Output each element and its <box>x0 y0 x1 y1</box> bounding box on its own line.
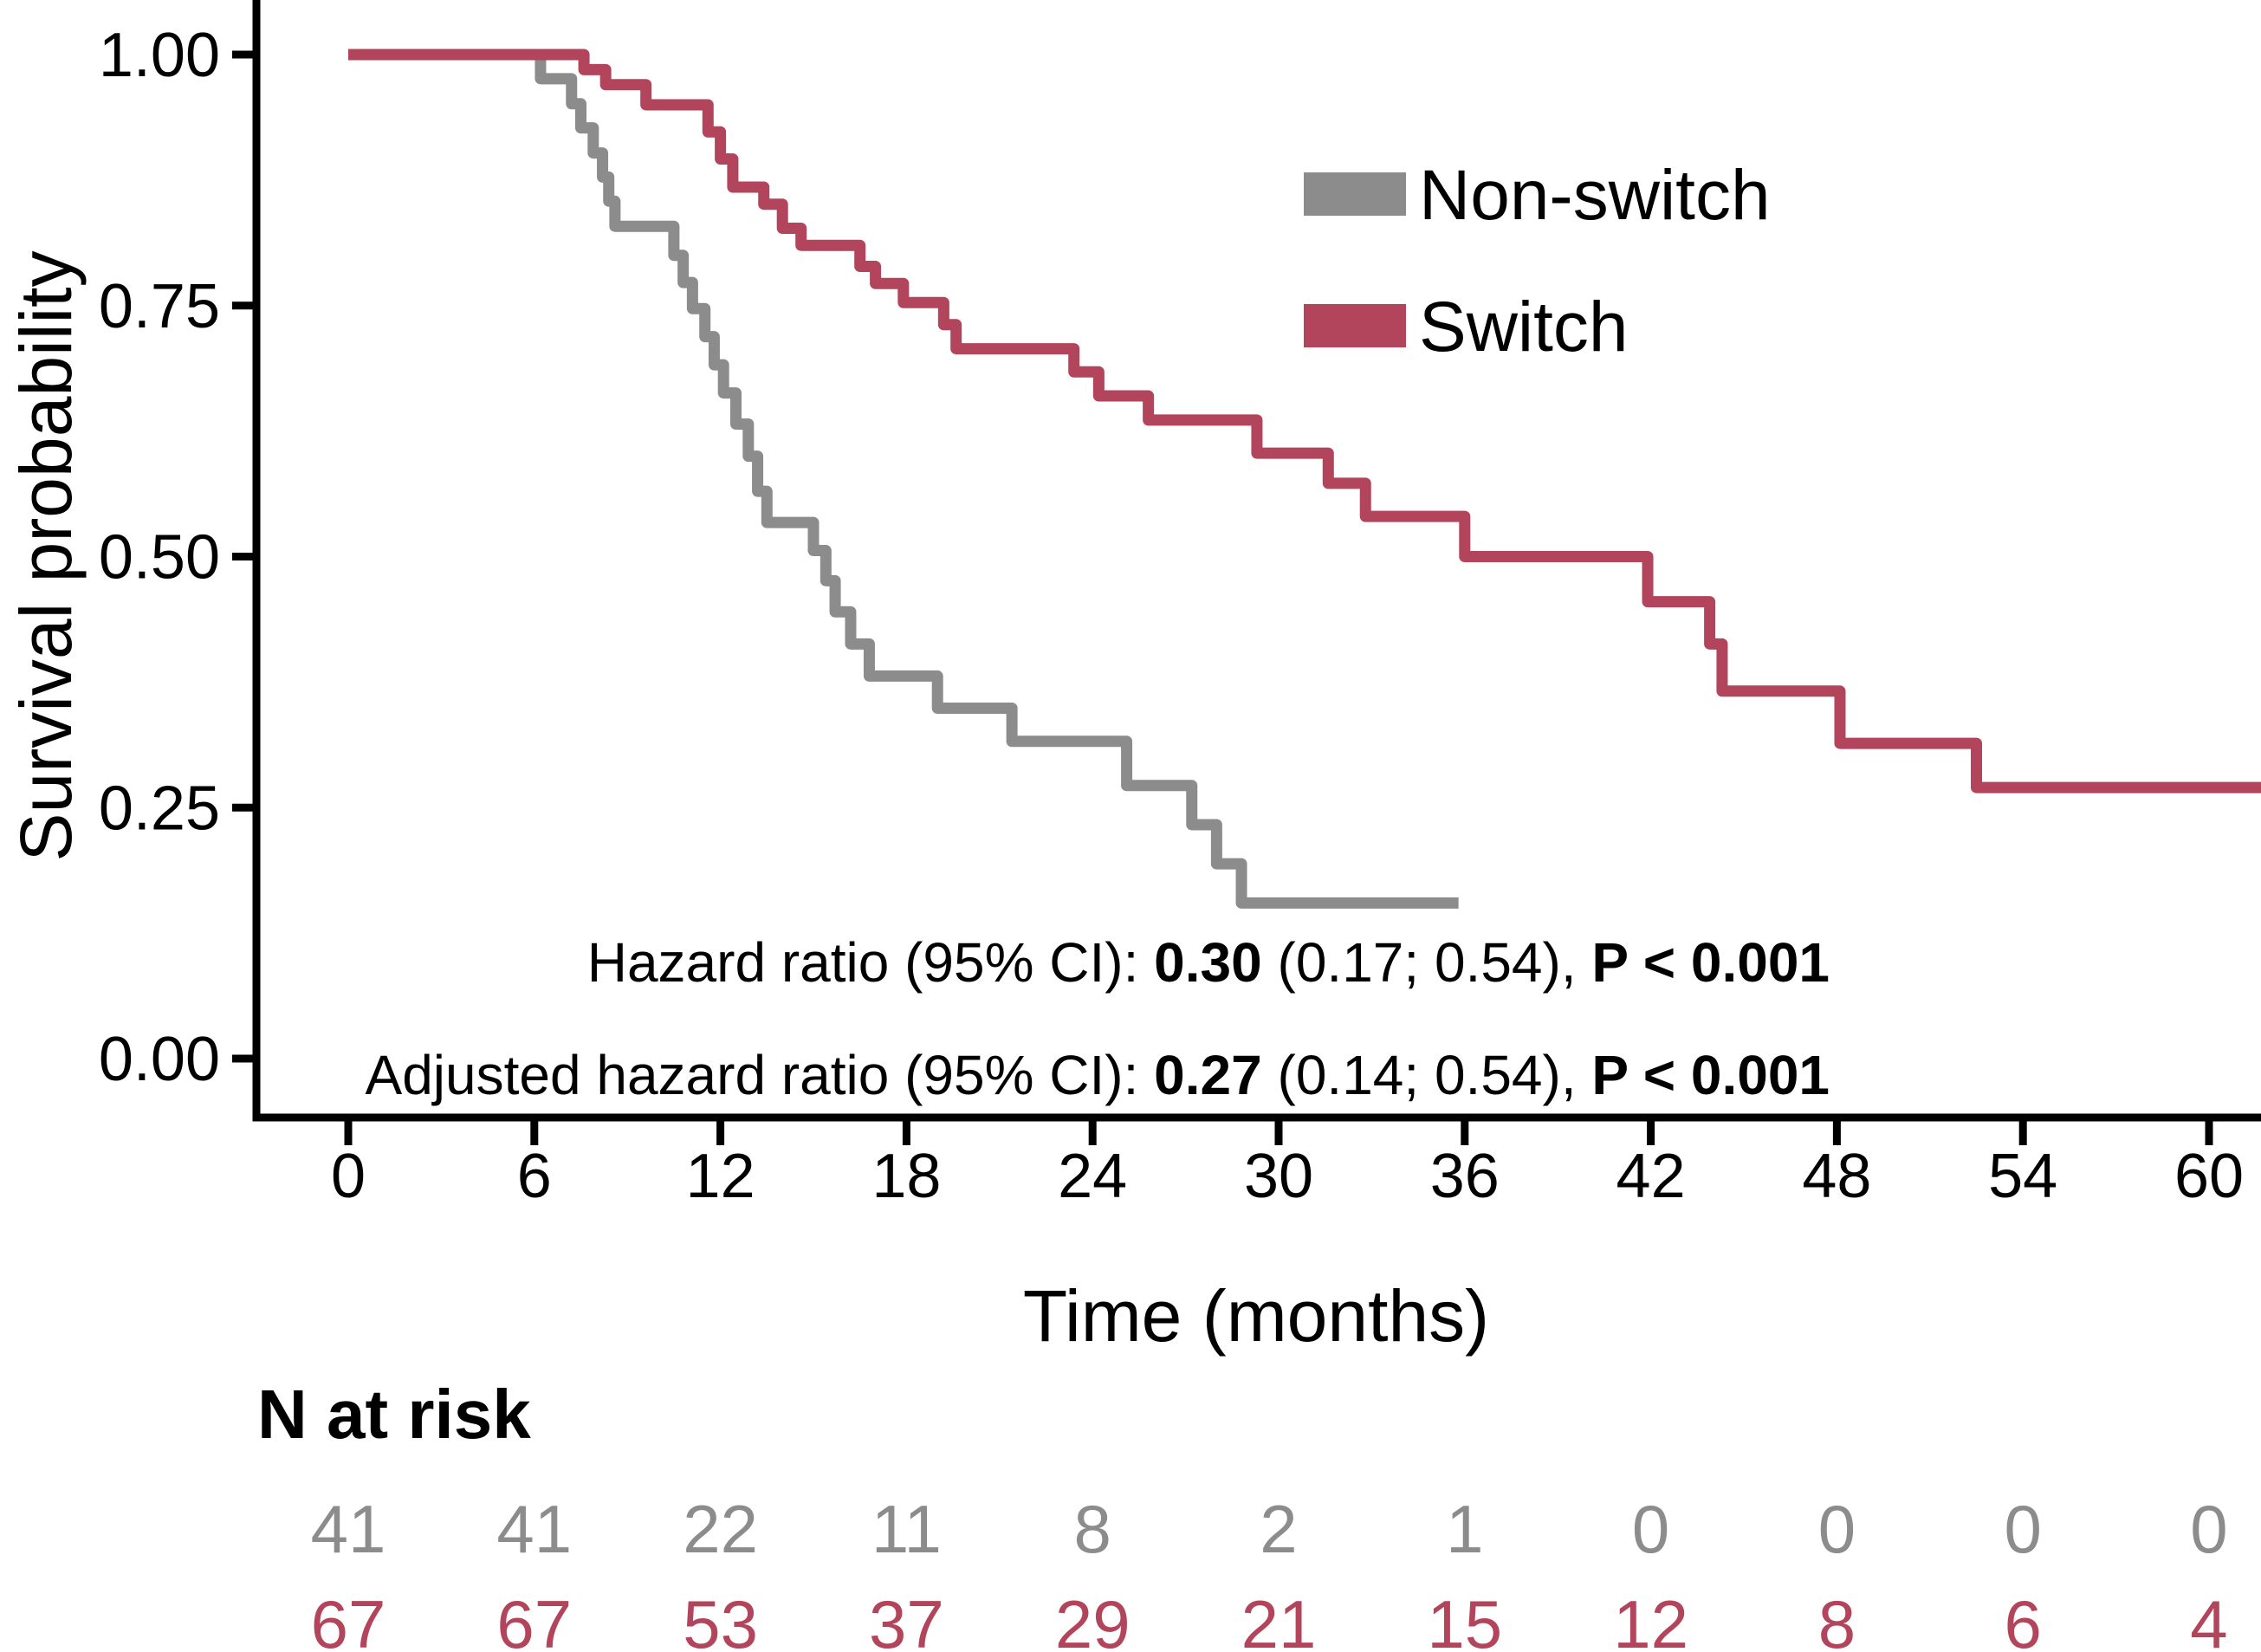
risk-table: N at risk 41 41 22 11 8 2 1 0 0 0 067 67 53 37 29 21 15 1… <box>257 1376 2228 1652</box>
x-tick-label: 18 <box>871 1142 941 1211</box>
legend: Non-switch Switch <box>1304 156 1771 366</box>
risk-value: 29 <box>1055 1586 1130 1652</box>
x-tick-label: 36 <box>1430 1142 1500 1211</box>
risk-value: 0 <box>1818 1491 1856 1567</box>
non-switch-curve <box>348 49 1459 909</box>
risk-value: 67 <box>311 1586 386 1652</box>
risk-value: 41 <box>496 1491 572 1567</box>
risk-value: 37 <box>869 1586 944 1652</box>
x-tick-label: 54 <box>1988 1142 2057 1211</box>
risk-value: 2 <box>1260 1491 1297 1567</box>
survival-curves <box>348 49 2261 909</box>
x-axis-title: Time (months) <box>1023 1275 1489 1357</box>
x-tick-label: 42 <box>1616 1142 1686 1211</box>
x-tick-label: 6 <box>517 1142 552 1211</box>
y-axis-title: Survival probability <box>5 251 87 862</box>
y-tick-label: 1.00 <box>99 21 220 90</box>
risk-value: 67 <box>496 1586 572 1652</box>
risk-value: 8 <box>1818 1586 1856 1652</box>
x-tick-label: 48 <box>1802 1142 1871 1211</box>
annotation-line: Adjusted hazard ratio (95% CI): 0.27 (0.… <box>366 1044 1830 1106</box>
risk-table-title: N at risk <box>257 1376 531 1453</box>
risk-value: 12 <box>1613 1586 1688 1652</box>
y-axis-ticks: 1.00 0.75 0.50 0.25 0.00 <box>99 21 253 1094</box>
risk-row-non-switch: 41 41 22 11 8 2 1 0 0 0 0 <box>311 1491 2228 1567</box>
annotation-line: Hazard ratio (95% CI): 0.30 (0.17; 0.54)… <box>587 931 1830 994</box>
x-tick-label: 60 <box>2174 1142 2244 1211</box>
risk-value: 6 <box>2005 1586 2042 1652</box>
risk-table-rows: 41 41 22 11 8 2 1 0 0 0 067 67 53 37 29 21 15 12 8 6 4 <box>311 1491 2228 1652</box>
legend-swatch-non-switch <box>1304 172 1406 216</box>
y-tick-label: 0.50 <box>99 523 220 593</box>
hazard-ratio-annotations: Hazard ratio (95% CI): 0.30 (0.17; 0.54)… <box>366 931 1830 1106</box>
risk-value: 8 <box>1074 1491 1111 1567</box>
legend-label-non-switch: Non-switch <box>1419 156 1771 235</box>
risk-value: 21 <box>1241 1586 1317 1652</box>
risk-value: 53 <box>683 1586 758 1652</box>
axes: 1.00 0.75 0.50 0.25 0.00 0 6 12 18 24 30 36 42 48 54 6… <box>99 0 2261 1211</box>
risk-row-switch: 67 67 53 37 29 21 15 12 8 6 4 <box>311 1586 2228 1652</box>
risk-value: 1 <box>1446 1491 1483 1567</box>
risk-value: 11 <box>871 1491 942 1567</box>
risk-value: 15 <box>1427 1586 1502 1652</box>
legend-swatch-switch <box>1304 304 1406 347</box>
x-axis-ticks: 0 6 12 18 24 30 36 42 48 54 60 <box>331 1121 2244 1211</box>
x-tick-label: 30 <box>1244 1142 1313 1211</box>
y-tick-label: 0.00 <box>99 1025 220 1094</box>
y-tick-label: 0.75 <box>99 272 220 341</box>
x-tick-label: 12 <box>686 1142 755 1211</box>
x-tick-label: 0 <box>331 1142 366 1211</box>
risk-value: 41 <box>311 1491 386 1567</box>
risk-value: 0 <box>2190 1491 2227 1567</box>
legend-label-switch: Switch <box>1419 288 1629 366</box>
risk-value: 4 <box>2190 1586 2227 1652</box>
risk-value: 0 <box>2005 1491 2042 1567</box>
y-tick-label: 0.25 <box>99 774 220 843</box>
risk-value: 0 <box>1632 1491 1669 1567</box>
x-tick-label: 24 <box>1058 1142 1127 1211</box>
risk-value: 22 <box>683 1491 758 1567</box>
switch-curve <box>348 49 2261 794</box>
